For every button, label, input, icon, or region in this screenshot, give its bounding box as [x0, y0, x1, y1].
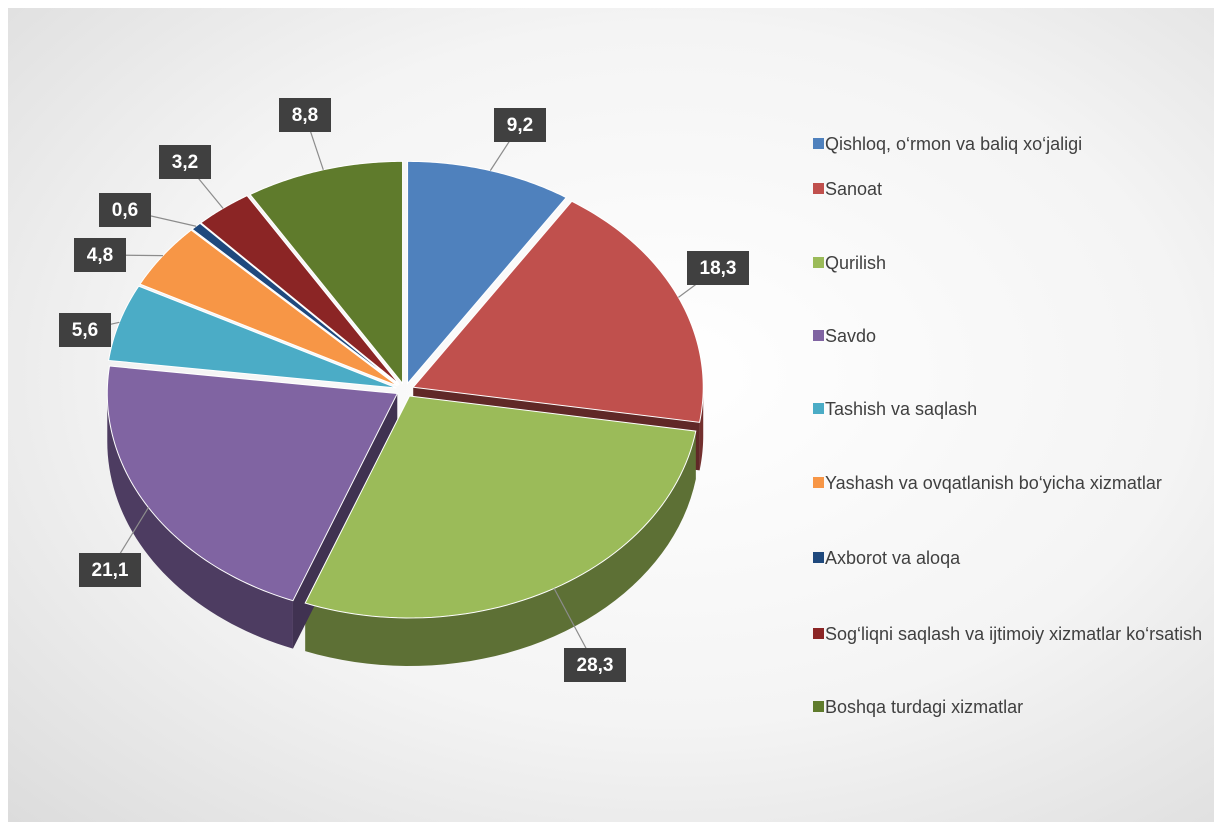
legend-label: Boshqa turdagi xizmatlar [825, 697, 1024, 717]
legend-label: Yashash va ovqatlanish bo‘yicha xizmatla… [825, 473, 1162, 493]
legend-swatch [813, 701, 824, 712]
label-box [494, 108, 546, 142]
legend-label: Tashish va saqlash [825, 399, 978, 419]
label-box [279, 98, 331, 132]
label-box [74, 238, 126, 272]
legend-swatch [813, 403, 824, 414]
legend-swatch [813, 257, 824, 268]
pie-slice [412, 200, 704, 423]
pie-slice [106, 365, 399, 602]
data-label: 21,1 [92, 560, 129, 581]
data-label: 4,8 [87, 245, 113, 266]
legend-swatch [813, 628, 824, 639]
data-label: 9,2 [507, 115, 533, 136]
label-box [99, 193, 151, 227]
legend-swatch [813, 477, 824, 488]
data-label: 18,3 [700, 258, 737, 279]
label-box [79, 553, 141, 587]
legend-label: Axborot va aloqa [825, 548, 961, 568]
data-label: 5,6 [72, 320, 98, 341]
legend-swatch [813, 183, 824, 194]
legend-label: Qishloq, o‘rmon va baliq xo‘jaligi [825, 134, 1083, 154]
legend-item: Boshqa turdagi xizmatlar [813, 694, 1210, 721]
legend-swatch [813, 138, 824, 149]
label-box [564, 648, 626, 682]
legend-item: Sog‘liqni saqlash va ijtimoiy xizmatlar … [813, 621, 1210, 648]
legend-label: Sanoat [825, 179, 883, 199]
data-label: 3,2 [172, 152, 198, 173]
slice-side [305, 431, 696, 666]
legend-item: Yashash va ovqatlanish bo‘yicha xizmatla… [813, 470, 1210, 497]
legend-label: Savdo [825, 326, 877, 346]
label-box [159, 145, 211, 179]
legend-item: Sanoat [813, 176, 1210, 203]
pie-slice [200, 195, 400, 385]
legend-label: Qurilish [825, 253, 887, 273]
legend-item: Qishloq, o‘rmon va baliq xo‘jaligi [813, 131, 1210, 158]
legend-item: Qurilish [813, 250, 1210, 277]
data-label: 28,3 [577, 655, 614, 676]
data-label: 0,6 [112, 200, 138, 221]
label-box [687, 251, 749, 285]
legend-swatch [813, 552, 824, 563]
legend-swatch [813, 330, 824, 341]
legend-item: Axborot va aloqa [813, 545, 1210, 572]
label-box [59, 313, 111, 347]
legend-item: Tashish va saqlash [813, 396, 1210, 423]
legend-item: Savdo [813, 323, 1210, 350]
legend-label: Sog‘liqni saqlash va ijtimoiy xizmatlar … [825, 624, 1203, 644]
data-label: 8,8 [292, 105, 318, 126]
slice-side [107, 393, 293, 649]
pie-slice [108, 285, 397, 389]
